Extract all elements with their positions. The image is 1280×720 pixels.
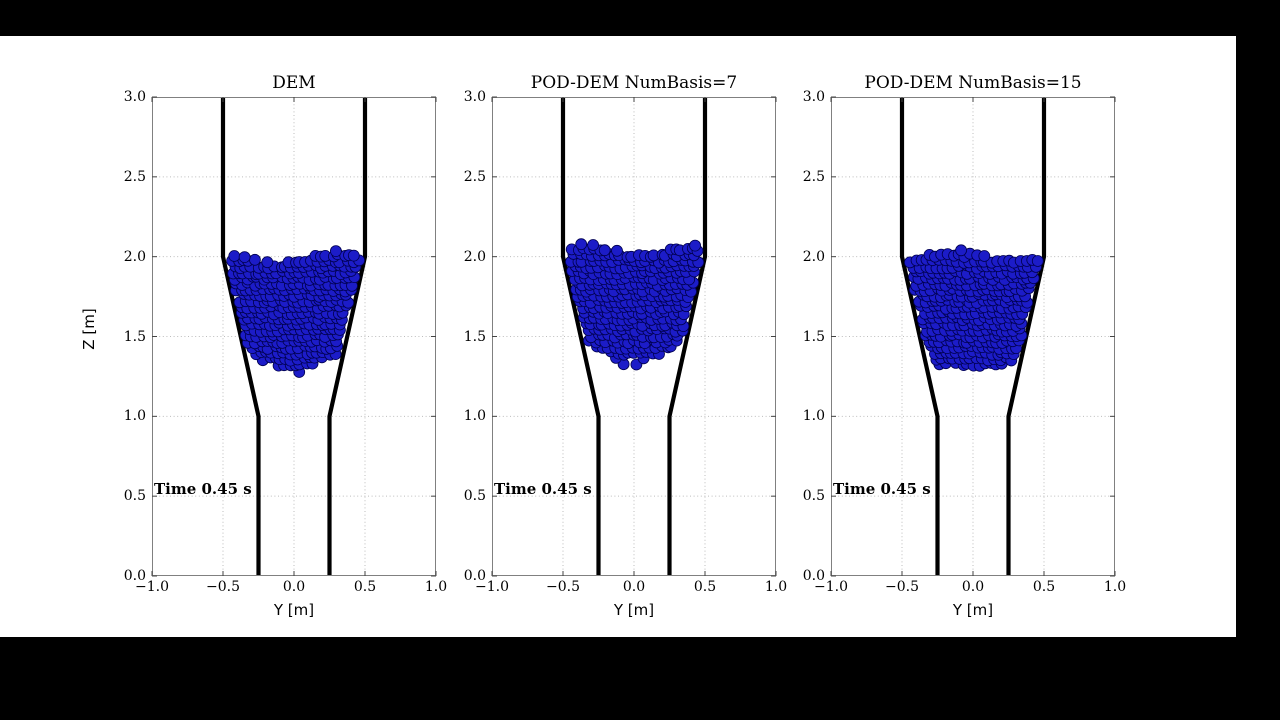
y-tick-label: 3.0	[123, 89, 146, 105]
x-tick-label: 1.0	[424, 579, 448, 595]
panel-pod-dem-7: POD-DEM NumBasis=7 Y [m] Time 0.45 s 0.0…	[464, 73, 787, 619]
x-tick-label: −1.0	[135, 579, 169, 595]
y-tick-label: 0.5	[463, 488, 486, 505]
x-tick-label: 0.5	[693, 579, 717, 595]
x-tick-label: 1.0	[764, 579, 788, 595]
y-tick-label: 1.0	[802, 408, 825, 425]
tick-marks	[151, 96, 437, 577]
y-axis-label: Y [m]	[613, 601, 655, 619]
y-tick-label: 2.5	[802, 168, 825, 185]
time-annotation: Time 0.45 s	[833, 480, 931, 498]
y-tick-label: 1.0	[123, 408, 146, 425]
x-tick-label: 1.0	[1103, 579, 1127, 595]
time-annotation: Time 0.45 s	[154, 480, 252, 498]
x-tick-label: 0.5	[353, 579, 377, 595]
x-tick-label: −1.0	[814, 579, 848, 595]
dem-plot-area	[151, 96, 437, 577]
x-tick-label: −0.5	[206, 579, 240, 595]
y-tick-label: 0.0	[463, 568, 486, 584]
y-tick-label: 2.0	[123, 248, 146, 265]
y-tick-label: 0.0	[802, 568, 825, 584]
y-tick-label: 2.5	[463, 168, 486, 185]
tick-marks	[491, 96, 777, 577]
x-tick-label: 0.0	[282, 579, 306, 595]
z-axis-label: Z [m]	[80, 308, 98, 350]
plot-title-dem: DEM	[272, 73, 316, 93]
figure-canvas: DEM Z [m] Y [m] Time 0.45 s 0.0 0.5 1.0 1.5…	[0, 36, 1236, 637]
hopper-wall-left	[560, 97, 601, 576]
y-tick-label: 2.0	[802, 248, 825, 265]
x-tick-label: −0.5	[885, 579, 919, 595]
y-tick-label: 0.5	[123, 488, 146, 505]
y-tick-label: 0.0	[123, 568, 146, 584]
y-tick-label: 1.5	[123, 328, 146, 345]
pod-dem-7-plot-area	[491, 96, 777, 577]
y-tick-label: 2.5	[123, 168, 146, 185]
plot-title-pod-dem-15: POD-DEM NumBasis=15	[864, 73, 1082, 93]
hopper-wall-right	[327, 97, 368, 576]
hopper-wall-right	[667, 97, 708, 576]
y-tick-label: 0.5	[802, 488, 825, 505]
y-tick-label: 2.0	[463, 248, 486, 265]
x-tick-label: −1.0	[475, 579, 509, 595]
y-axis-label: Y [m]	[952, 601, 994, 619]
y-tick-label: 3.0	[802, 89, 825, 105]
pod-dem-15-plot-area	[830, 96, 1116, 577]
particle-scatter	[904, 244, 1044, 372]
particle-scatter	[565, 238, 705, 371]
panel-pod-dem-15: POD-DEM NumBasis=15 Y [m] Time 0.45 s 0.…	[803, 73, 1126, 619]
time-annotation: Time 0.45 s	[494, 480, 592, 498]
particle-scatter	[226, 245, 366, 378]
tick-marks	[830, 96, 1116, 577]
x-tick-label: 0.0	[622, 579, 646, 595]
plot-title-pod-dem-7: POD-DEM NumBasis=7	[530, 73, 738, 93]
y-tick-label: 1.5	[802, 328, 825, 345]
x-tick-label: −0.5	[546, 579, 580, 595]
y-tick-label: 3.0	[463, 89, 486, 105]
x-tick-label: 0.0	[961, 579, 985, 595]
x-tick-label: 0.5	[1032, 579, 1056, 595]
hopper-wall-left	[899, 97, 940, 576]
hopper-walls	[560, 97, 708, 576]
y-axis-label: Y [m]	[273, 601, 315, 619]
panel-dem: DEM Z [m] Y [m] Time 0.45 s 0.0 0.5 1.0 1.5…	[80, 73, 447, 619]
y-tick-label: 1.0	[463, 408, 486, 425]
y-tick-label: 1.5	[463, 328, 486, 345]
